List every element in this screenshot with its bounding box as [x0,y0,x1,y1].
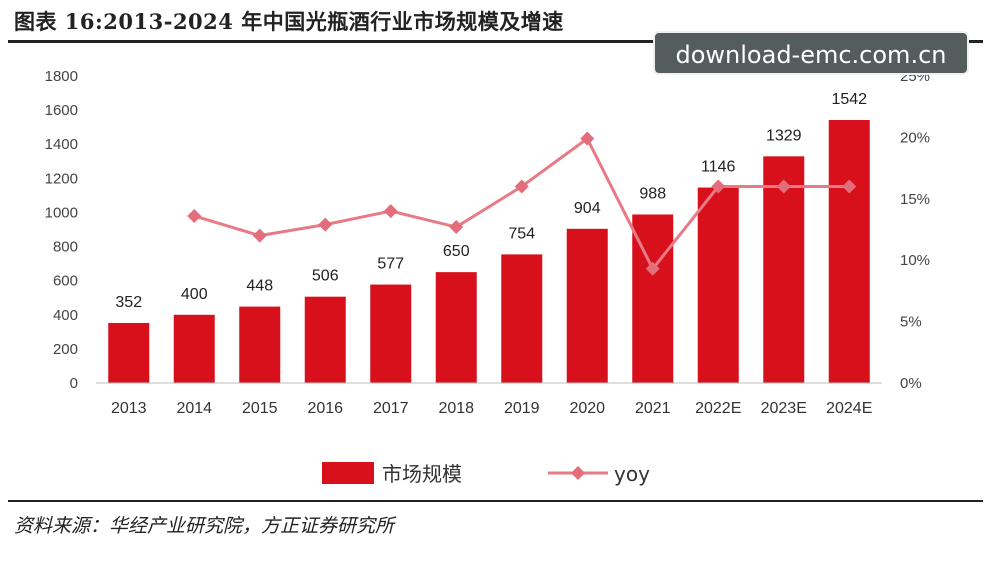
y-tick-left-200: 200 [53,341,78,358]
x-tick-2021: 2021 [635,400,671,417]
bar-2016 [304,296,346,383]
legend-label-line: yoy [614,462,650,486]
bar-label-2017: 577 [377,256,404,273]
bar-label-2013: 352 [115,294,142,311]
y-tick-right-20pct: 20% [900,129,930,146]
y-tick-left-1200: 1200 [45,170,78,187]
bar-label-2020: 904 [574,200,601,217]
y-tick-right-15pct: 15% [900,191,930,208]
y-axis-left: 0 200 400 600 800 1000 1200 1400 1600 1800 [45,68,78,392]
bar-label-2016: 506 [312,268,339,285]
yoy-point-2016 [318,217,333,232]
yoy-point-2022E [711,179,726,194]
bar-2019 [501,254,543,383]
bar-label-2021: 988 [639,185,666,202]
y-tick-right-0pct: 0% [900,375,922,392]
bar-2015 [239,306,281,383]
bar-2020 [566,228,608,383]
bar-2018 [435,272,477,383]
y-axis-right: 0%5%10%15%20%25% [900,68,930,392]
bar-label-2014: 400 [181,286,208,303]
y-tick-left-1000: 1000 [45,204,78,221]
yoy-point-2020 [580,131,595,146]
yoy-line-series [187,131,857,276]
bar-label-2018: 650 [443,243,470,260]
y-tick-left-1800: 1800 [45,68,78,85]
yoy-point-2023E [776,179,791,194]
y-tick-left-600: 600 [53,273,78,290]
bar-2013 [108,322,150,383]
legend-marker-line [571,466,585,480]
x-tick-2014: 2014 [176,400,212,417]
source-divider [8,500,983,502]
legend: 市场规模 yoy [322,462,650,486]
yoy-point-2021 [645,261,660,276]
x-tick-2016: 2016 [307,400,343,417]
title-divider [8,40,983,43]
yoy-point-2017 [383,204,398,219]
yoy-point-2018 [449,220,464,235]
yoy-point-2014 [187,208,202,223]
yoy-point-2024E [842,179,857,194]
x-tick-2020: 2020 [569,400,605,417]
bar-label-2015: 448 [246,278,273,295]
x-tick-2017: 2017 [373,400,409,417]
yoy-point-2015 [252,228,267,243]
y-tick-left-400: 400 [53,307,78,324]
legend-swatch-bar [322,462,374,484]
chart-title: 图表 16:2013-2024 年中国光瓶酒行业市场规模及增速 [14,9,564,34]
x-tick-2019: 2019 [504,400,540,417]
x-tick-2022E: 2022E [695,400,741,417]
source-note: 资料来源：华经产业研究院，方正证券研究所 [14,515,395,537]
legend-label-bar: 市场规模 [382,462,462,486]
x-axis: 2013 2014 2015 2016 2017 2018 2019 2020 2021 2022… [96,382,882,417]
bar-label-2023E: 1329 [766,127,802,144]
x-tick-2024E: 2024E [826,400,872,417]
y-tick-left-1400: 1400 [45,136,78,153]
x-tick-2013: 2013 [111,400,147,417]
x-tick-2023E: 2023E [761,400,807,417]
bar-2023E [763,156,805,383]
y-tick-left-800: 800 [53,239,78,256]
bar-2017 [370,284,412,383]
y-tick-left-0: 0 [70,375,78,392]
bar-label-2019: 754 [508,225,535,242]
bar-series [108,120,870,384]
x-tick-2015: 2015 [242,400,278,417]
x-tick-2018: 2018 [438,400,474,417]
bar-2014 [173,314,215,383]
y-tick-right-10pct: 10% [900,252,930,269]
bar-label-2024E: 1542 [831,91,867,108]
bar-2024E [828,120,870,384]
y-tick-right-5pct: 5% [900,314,922,331]
yoy-line [193,136,850,272]
bar-data-labels: 352 400 448 506 577 650 754 904 988 1146 1329 1542 [115,91,867,311]
yoy-point-2019 [514,179,529,194]
watermark-badge: download-emc.com.cn [653,31,969,75]
y-tick-left-1600: 1600 [45,102,78,119]
bar-2022E [697,187,739,383]
bar-label-2022E: 1146 [701,159,736,176]
